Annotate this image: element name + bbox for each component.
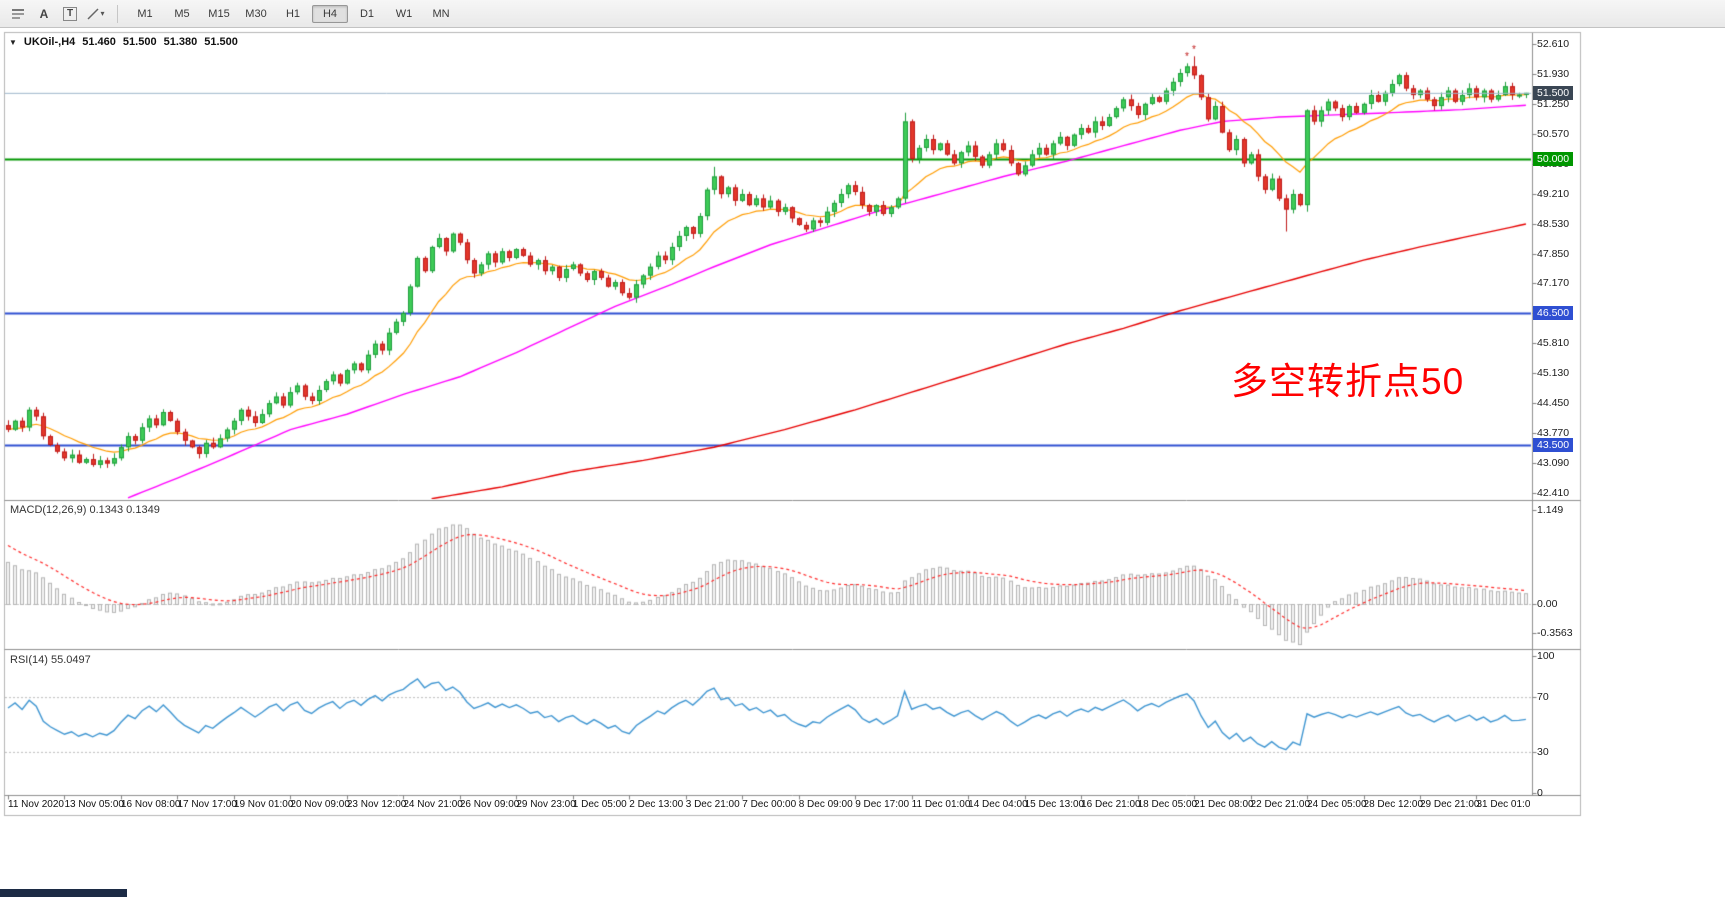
- charts-list-icon[interactable]: [6, 3, 30, 25]
- open-value: 51.460: [82, 36, 116, 48]
- price-axis-label: 43.770: [1537, 427, 1570, 440]
- support-43500-line-tag: 43.500: [1533, 438, 1574, 453]
- price-axis-label: 45.130: [1537, 367, 1570, 380]
- level-50-line-tag: 50.000: [1533, 151, 1574, 166]
- time-axis-label: 11 Nov 2020: [8, 799, 64, 810]
- time-axis-label: 21 Dec 08:00: [1194, 799, 1254, 810]
- time-axis-label: 17 Nov 17:00: [177, 799, 237, 810]
- macd-axis-label: 0.00: [1537, 598, 1558, 610]
- tool-t-label: T: [62, 6, 78, 21]
- price-axis-label: 49.210: [1537, 187, 1570, 200]
- toolbar-separator: [117, 4, 118, 23]
- low-value: 51.380: [163, 36, 198, 48]
- time-axis-label: 28 Dec 12:00: [1363, 799, 1424, 810]
- price-axis-label: 44.450: [1537, 397, 1570, 410]
- time-axis: 11 Nov 2020 13 Nov 05:00 16 Nov 08:00 17 No…: [0, 799, 1530, 813]
- support-46500-line-tag: 46.500: [1533, 305, 1574, 320]
- rsi-axis-label: 30: [1537, 745, 1549, 758]
- price-axis-label: 52.610: [1537, 38, 1570, 50]
- time-axis-label: 15 Dec 13:00: [1024, 799, 1085, 810]
- time-axis-label: 24 Dec 05:00: [1307, 799, 1367, 810]
- time-axis-label: 9 Dec 17:00: [855, 799, 910, 810]
- timeframe-button-d1[interactable]: D1: [359, 7, 375, 20]
- close-value: 51.500: [204, 36, 238, 48]
- price-axis-label: 47.170: [1537, 277, 1570, 290]
- time-axis-label: 8 Dec 09:00: [798, 799, 853, 810]
- time-axis-label: 11 Dec 01:00: [911, 799, 971, 810]
- time-axis-label: 7 Dec 00:00: [742, 799, 797, 810]
- timeframe-button-w1[interactable]: W1: [395, 7, 413, 20]
- drawing-tools-button[interactable]: ▾: [84, 3, 108, 25]
- macd-axis-label: 1.149: [1537, 504, 1564, 516]
- timeframe-button-m15[interactable]: M15: [208, 7, 230, 20]
- high-value: 51.500: [122, 36, 157, 48]
- time-axis-label: 18 Dec 05:00: [1137, 799, 1198, 810]
- current-price-line-tag: 51.500: [1533, 85, 1574, 100]
- time-axis-label: 1 Dec 05:00: [572, 799, 627, 810]
- timeframe-button-h4[interactable]: H4: [312, 4, 348, 23]
- time-axis-label: 19 Nov 01:00: [233, 799, 294, 810]
- time-axis-label: 24 Nov 21:00: [403, 799, 463, 810]
- time-axis-label: 23 Nov 12:00: [346, 799, 407, 810]
- rsi-axis-label: 0: [1537, 787, 1543, 799]
- rsi-axis-label: 70: [1537, 691, 1549, 704]
- price-axis-label: 42.410: [1537, 487, 1570, 499]
- text-label-tool-button[interactable]: T: [58, 3, 82, 25]
- timeframe-button-m30[interactable]: M30: [245, 7, 267, 20]
- cursor-tool-a-button[interactable]: A: [32, 3, 56, 25]
- collapse-ohlc-icon[interactable]: ▼: [9, 37, 17, 47]
- tool-a-label: A: [39, 6, 49, 21]
- price-axis-label: 51.250: [1537, 97, 1570, 110]
- ohlc-info: ▼ UKOil-,H4 51.460 51.500 51.380 51.500: [9, 36, 238, 48]
- time-axis-label: 26 Nov 09:00: [459, 799, 520, 810]
- rsi-axis-label: 100: [1537, 650, 1555, 662]
- time-axis-label: 2 Dec 13:00: [629, 799, 684, 810]
- timeframe-button-m5[interactable]: M5: [174, 7, 190, 20]
- time-axis-label: 16 Nov 08:00: [120, 799, 181, 810]
- price-axis-label: 43.090: [1537, 457, 1570, 470]
- time-axis-label: 22 Dec 21:00: [1250, 799, 1311, 810]
- taskbar-fragment: [0, 889, 127, 897]
- time-axis-label: 3 Dec 21:00: [685, 799, 740, 810]
- price-axis-label: 45.810: [1537, 337, 1570, 350]
- dropdown-caret-icon: ▾: [100, 9, 105, 18]
- timeframe-button-m1[interactable]: M1: [137, 7, 153, 20]
- price-axis-label: 48.530: [1537, 217, 1570, 230]
- timeframe-button-mn[interactable]: MN: [432, 7, 450, 20]
- trendline-icon: [87, 7, 100, 20]
- timeframe-button-h1[interactable]: H1: [285, 7, 301, 20]
- price-axis-label: 50.570: [1537, 127, 1570, 140]
- time-axis-label: 20 Nov 09:00: [290, 799, 350, 810]
- time-axis-label: 31 Dec 01:00: [1476, 799, 1530, 810]
- timeframe-toolbar: M1 M5 M15 M30 H1 H4 D1 W1 MN: [127, 4, 459, 23]
- time-axis-label: 13 Nov 05:00: [64, 799, 124, 810]
- toolbar: A T ▾ M1 M5 M15 M30 H1 H4 D1 W1 MN: [0, 0, 1725, 28]
- price-axis-label: 51.930: [1537, 67, 1570, 80]
- time-axis-label: 29 Nov 23:00: [516, 799, 576, 810]
- symbol-timeframe-label: UKOil-,H4: [23, 36, 76, 48]
- macd-indicator-label: MACD(12,26,9) 0.1343 0.1349: [10, 504, 160, 516]
- lines-icon: [12, 8, 24, 19]
- chart-annotation-text: 多空转折点50: [1231, 361, 1465, 402]
- time-axis-label: 29 Dec 21:00: [1420, 799, 1480, 810]
- time-axis-label: 16 Dec 21:00: [1081, 799, 1141, 810]
- rsi-indicator-label: RSI(14) 55.0497: [10, 654, 91, 666]
- price-axis-label: 47.850: [1537, 247, 1570, 260]
- time-axis-label: 14 Dec 04:00: [968, 799, 1028, 810]
- macd-axis-label: -0.3563: [1537, 627, 1573, 640]
